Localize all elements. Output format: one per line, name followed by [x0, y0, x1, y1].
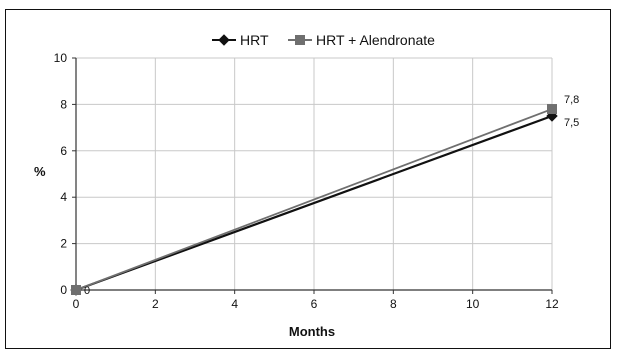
x-tick-label: 4 — [231, 297, 238, 311]
data-label: 7,5 — [564, 117, 579, 129]
data-label: 0 — [84, 285, 90, 297]
y-axis-title: % — [34, 164, 46, 179]
y-tick-label: 8 — [60, 97, 67, 111]
series-1-point — [547, 104, 557, 115]
axes — [72, 57, 553, 294]
x-tick-label: 0 — [73, 297, 80, 311]
tick-labels: 0 2 4 6 8 10 12 0 2 4 6 8 10 0 7,5 7,8 — [54, 51, 580, 311]
grid — [76, 57, 553, 290]
data-label: 7,8 — [564, 94, 579, 106]
y-tick-label: 10 — [54, 51, 68, 65]
legend: HRT HRT + Alendronate — [212, 32, 435, 48]
y-tick-label: 2 — [60, 237, 67, 251]
series-layer — [70, 104, 558, 296]
x-axis-title: Months — [289, 324, 335, 339]
x-tick-label: 6 — [311, 297, 318, 311]
legend-marker-0 — [218, 34, 230, 46]
y-tick-label: 4 — [60, 190, 67, 204]
legend-marker-1 — [295, 35, 305, 45]
x-tick-label: 2 — [152, 297, 159, 311]
series-line-1 — [75, 108, 553, 291]
y-tick-label: 6 — [60, 144, 67, 158]
series-1-point — [71, 285, 81, 295]
series-line-0 — [75, 114, 553, 292]
x-tick-label: 10 — [466, 297, 480, 311]
y-tick-label: 0 — [60, 283, 67, 297]
chart-frame — [5, 9, 611, 349]
x-tick-label: 8 — [390, 297, 397, 311]
legend-label-1: HRT + Alendronate — [316, 32, 435, 48]
x-tick-label: 12 — [545, 297, 559, 311]
legend-label-0: HRT — [240, 32, 269, 48]
